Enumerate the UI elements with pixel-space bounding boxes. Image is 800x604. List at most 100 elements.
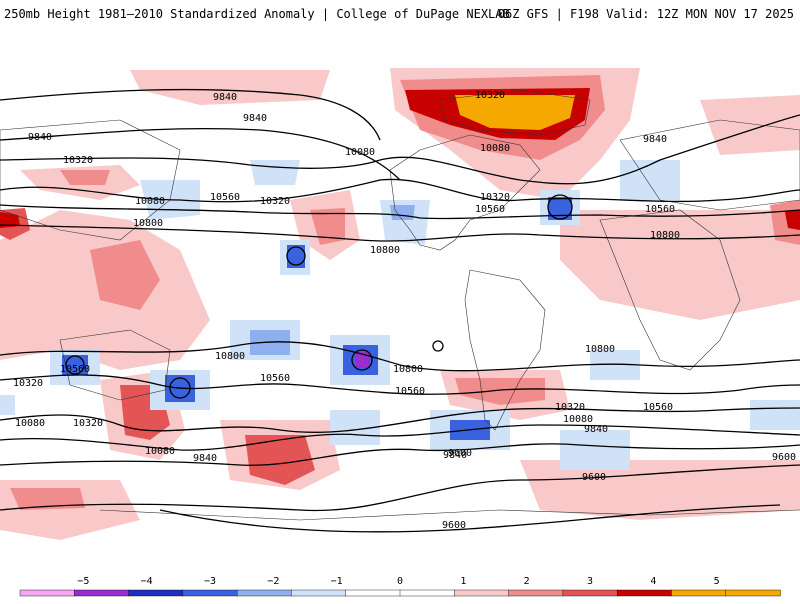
anomaly-shading: [0, 68, 800, 540]
contour-10320-north: [0, 178, 800, 203]
colorbar-swatch: [671, 589, 727, 597]
anomaly-region: [455, 378, 545, 405]
coastlines: [0, 89, 800, 521]
colorbar-swatch: [508, 589, 564, 597]
colorbar-tick-label: 5: [714, 576, 720, 587]
contour-closed-low: [351, 349, 373, 371]
map-title: 250mb Height 1981–2010 Standardized Anom…: [4, 7, 510, 21]
colorbar-swatch: [182, 589, 238, 597]
contour-label: 9840: [213, 92, 237, 103]
contour-label: 10080: [15, 418, 45, 429]
contour-label: 10080: [145, 446, 175, 457]
colorbar-swatch: [291, 589, 347, 597]
colorbar-swatch: [616, 589, 673, 597]
colorbar-tick-label: 2: [524, 576, 530, 587]
colorbar-tick-label: 0: [397, 576, 403, 587]
contour-10560-south: [0, 374, 800, 395]
header: 250mb Height 1981–2010 Standardized Anom…: [0, 0, 800, 40]
anomaly-region: [700, 95, 800, 155]
contour-label: 10800: [393, 364, 423, 375]
colorbar-tick-label: −5: [77, 576, 89, 587]
colorbar-tick-label: 1: [460, 576, 466, 587]
colorbar-swatch: [74, 589, 130, 597]
contour-label: 10800: [650, 230, 680, 241]
colorbar-tick-label: −2: [267, 576, 279, 587]
contour-label: 9840: [443, 450, 467, 461]
anomaly-region: [310, 208, 345, 245]
contour-label: 10800: [215, 351, 245, 362]
contour-label: 9840: [643, 134, 667, 145]
anomaly-region: [0, 395, 15, 415]
anomaly-region: [750, 400, 800, 430]
colorbar-swatch: [19, 589, 75, 597]
contour-label: 10320: [260, 196, 290, 207]
anomaly-region: [330, 410, 380, 445]
anomaly-region: [130, 70, 330, 105]
contour-closed-low: [547, 194, 573, 220]
colorbar-tick-label: 3: [587, 576, 593, 587]
contour-closed-low: [65, 355, 85, 375]
eurasia-west-outline: [619, 119, 800, 211]
contour-label: 10800: [133, 218, 163, 229]
colorbar-swatches: [19, 589, 781, 597]
anomaly-region: [390, 205, 415, 220]
anomaly-region: [62, 355, 88, 375]
contour-label: 10080: [480, 143, 510, 154]
africa-outline: [599, 209, 741, 371]
anomaly-region: [620, 160, 680, 200]
contour-closed-low: [286, 246, 306, 266]
height-contours: [0, 88, 800, 533]
contour-label: 10560: [60, 364, 90, 375]
anomaly-region: [287, 245, 305, 268]
contour-10080-south: [0, 424, 800, 451]
colorbar-swatch: [454, 589, 510, 597]
contour-label: 10560: [475, 204, 505, 215]
contour-label: 10560: [210, 192, 240, 203]
colorbar-tick-label: −3: [204, 576, 216, 587]
colorbar-swatch: [399, 589, 455, 597]
anomaly-region: [548, 197, 572, 220]
contour-label: 9840: [584, 424, 608, 435]
contour-9600-polar: [159, 504, 781, 533]
contour-label: 10800: [370, 245, 400, 256]
anomaly-region: [785, 210, 800, 230]
contour-10080-north: [0, 114, 800, 185]
contour-label: 10800: [585, 344, 615, 355]
anomaly-region: [90, 240, 160, 310]
contour-label: 10560: [260, 373, 290, 384]
anomaly-region: [60, 170, 110, 185]
colorbar-canvas: −5 −4 −3 −2 −1 0 1 2 3 4 5: [19, 576, 781, 597]
colorbar-swatch: [725, 589, 781, 597]
north-america-outline: [389, 134, 541, 251]
map-panel[interactable]: 9840 9840 9840 10320 10080 10800 10560 10320 100…: [0, 40, 800, 560]
contour-label: 10320: [63, 155, 93, 166]
anomaly-region: [590, 350, 640, 380]
contour-label: 9600: [582, 472, 606, 483]
colorbar-swatch: [562, 589, 618, 597]
contour-label: 10320: [13, 378, 43, 389]
contour-label: 9840: [28, 132, 52, 143]
colorbar-tick-label: 4: [650, 576, 656, 587]
colorbar-ticks: −5 −4 −3 −2 −1 0 1 2 3 4 5: [77, 576, 719, 587]
anomaly-region: [250, 160, 300, 185]
contour-closed-low: [169, 377, 191, 399]
contour-9840-south: [0, 443, 800, 466]
contour-label: 10560: [643, 402, 673, 413]
colorbar-swatch: [128, 589, 184, 597]
contour-label: 10080: [345, 147, 375, 158]
contour-label: 10560: [645, 204, 675, 215]
contour-label: 9600: [772, 452, 796, 463]
colorbar-swatch: [345, 589, 401, 597]
colorbar-tick-label: −1: [331, 576, 343, 587]
colorbar: −5 −4 −3 −2 −1 0 1 2 3 4 5: [0, 568, 800, 600]
colorbar-tick-label: −4: [141, 576, 153, 587]
anomaly-region: [10, 488, 85, 510]
australia-outline: [59, 329, 171, 401]
anomaly-region: [0, 212, 20, 228]
contour-label: 10320: [480, 192, 510, 203]
contour-10800-north: [0, 224, 800, 242]
eurasia-east-outline: [0, 119, 181, 241]
greenland-outline: [439, 89, 591, 136]
south-america-outline: [464, 269, 546, 431]
